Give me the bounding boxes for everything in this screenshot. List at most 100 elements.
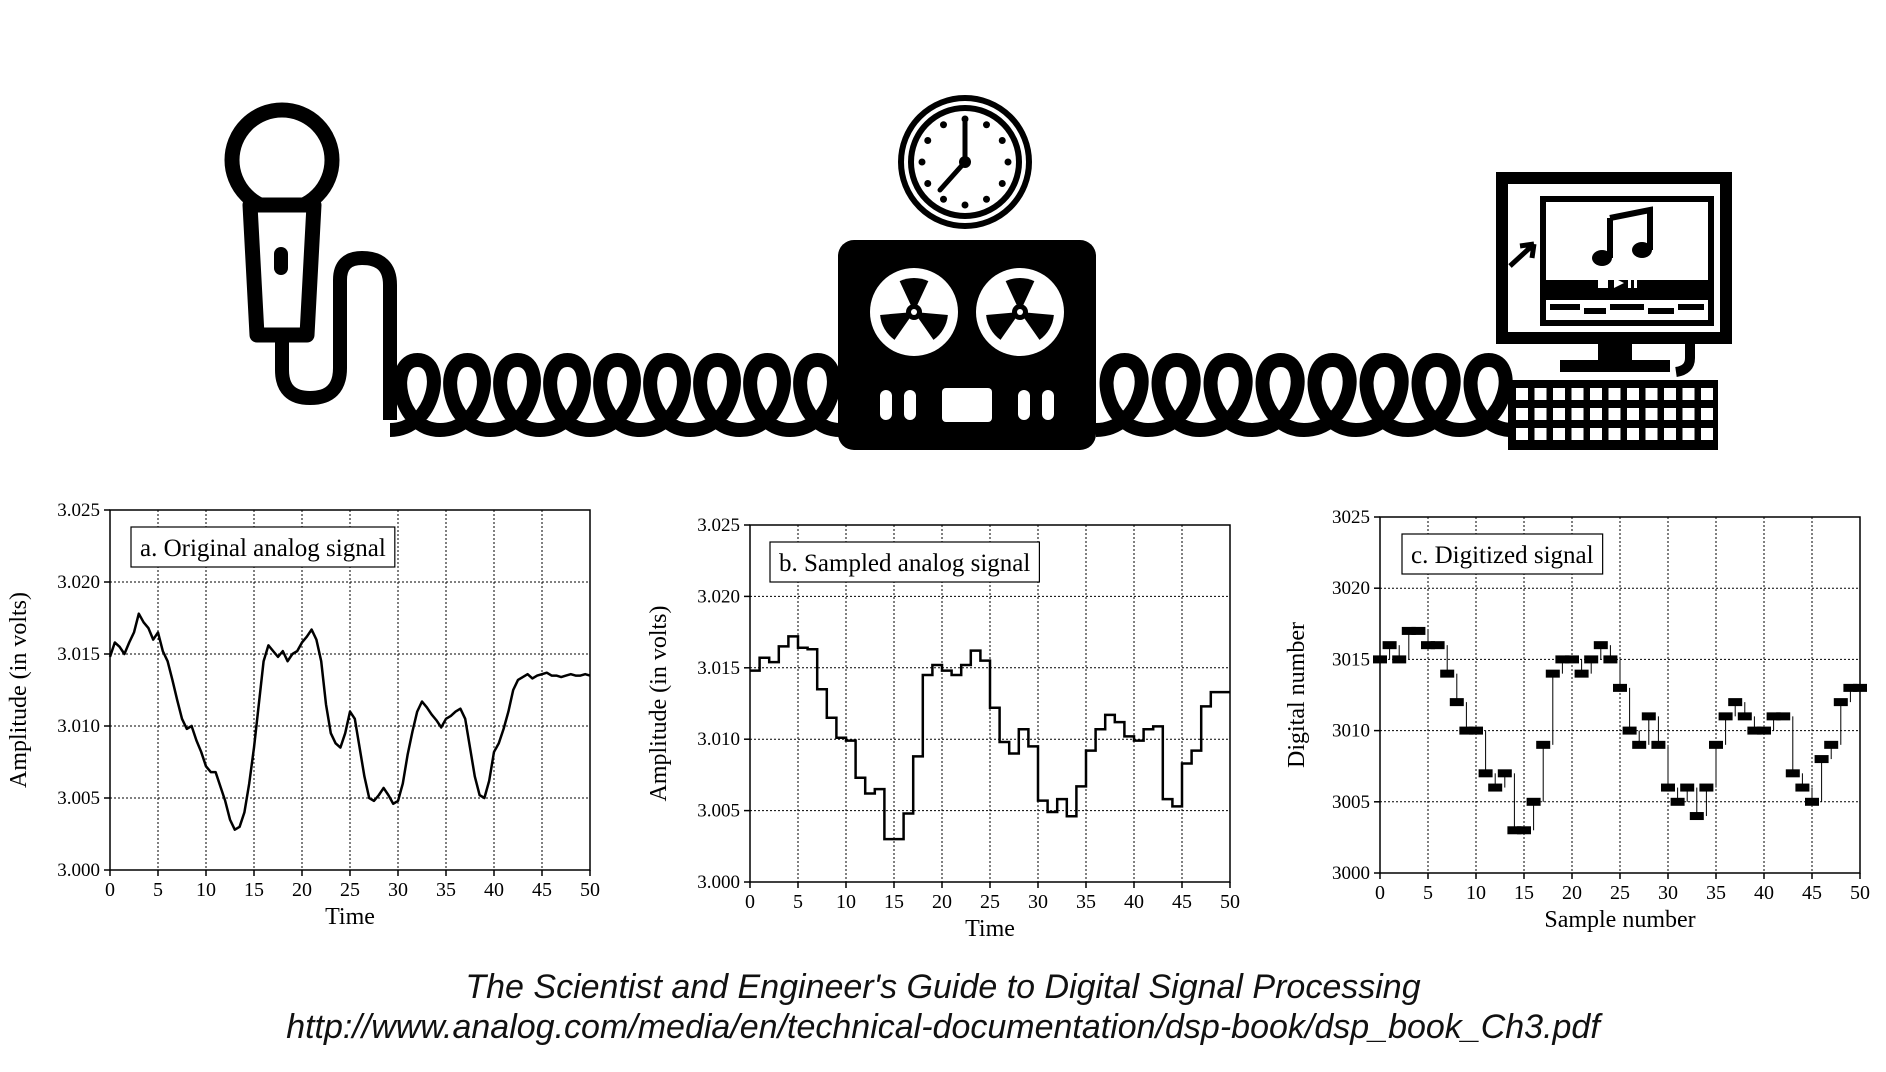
- x-tick-label: 40: [1124, 891, 1144, 913]
- y-tick-label: 3020: [1332, 578, 1370, 599]
- x-tick-label: 20: [1562, 882, 1582, 904]
- chart-title-box: c. Digitized signal: [1401, 533, 1604, 575]
- sample-point: [1728, 698, 1743, 707]
- sample-point: [1555, 655, 1570, 664]
- sample-point: [1469, 726, 1483, 735]
- tape-recorder-icon: [838, 240, 1096, 450]
- sample-point: [1593, 641, 1608, 650]
- y-axis-label: Amplitude (in volts): [646, 606, 672, 802]
- x-tick-label: 30: [388, 879, 408, 901]
- y-tick-label: 3.005: [57, 788, 100, 809]
- x-tick-label: 20: [292, 879, 312, 901]
- y-tick-label: 3.025: [57, 500, 100, 521]
- sample-connectors: [1389, 630, 1851, 831]
- x-tick-label: 45: [532, 879, 552, 901]
- sample-point: [1699, 783, 1714, 792]
- sample-point: [1545, 669, 1560, 678]
- sample-point: [1766, 712, 1781, 721]
- clock-icon: [898, 95, 1032, 229]
- sample-point: [1757, 726, 1771, 735]
- source-url-caption[interactable]: http://www.analog.com/media/en/technical…: [286, 1008, 1600, 1046]
- chart-original-analog-signal: 0 5 10 15 20 25 30 35 40 45 50 3.000 3.005 3.010 3.015…: [6, 500, 600, 930]
- chart-title: c. Digitized signal: [1411, 542, 1594, 569]
- x-tick-label: 40: [1754, 882, 1774, 904]
- sample-point: [1430, 641, 1445, 650]
- cable-coil-right: [1095, 352, 1513, 438]
- sample-point: [1373, 655, 1387, 664]
- x-tick-label: 15: [244, 879, 264, 901]
- y-tick-label: 3000: [1332, 863, 1370, 884]
- sample-point: [1517, 826, 1531, 835]
- y-tick-label: 3.025: [697, 515, 740, 536]
- computer-icon: [1496, 172, 1732, 450]
- sample-point: [1824, 740, 1839, 749]
- sample-point: [1382, 641, 1397, 650]
- sample-point: [1853, 683, 1867, 692]
- x-tick-label: 25: [980, 891, 1000, 913]
- y-tick-label: 3.000: [697, 872, 740, 893]
- y-tick-label: 3.020: [697, 586, 740, 607]
- sample-point: [1488, 783, 1503, 792]
- x-tick-label: 0: [1375, 882, 1385, 904]
- x-tick-label: 10: [836, 891, 856, 913]
- sample-point: [1651, 740, 1666, 749]
- sample-point: [1747, 726, 1762, 735]
- x-tick-label: 50: [1850, 882, 1870, 904]
- x-tick-label: 45: [1802, 882, 1822, 904]
- y-tick-label: 3005: [1332, 792, 1370, 813]
- sample-point: [1613, 683, 1627, 692]
- tape-reel-right: [976, 268, 1064, 356]
- x-tick-label: 35: [1706, 882, 1726, 904]
- sample-point: [1526, 797, 1541, 806]
- y-tick-label: 3.010: [697, 729, 740, 750]
- sample-point: [1795, 783, 1810, 792]
- sample-point: [1833, 698, 1848, 707]
- y-axis-label: Amplitude (in volts): [6, 592, 32, 788]
- x-tick-label: 30: [1028, 891, 1048, 913]
- sample-point: [1622, 726, 1637, 735]
- sample-point: [1440, 669, 1455, 678]
- sample-point: [1680, 783, 1695, 792]
- cable-coil-left: [389, 352, 841, 438]
- y-tick-label: 3.005: [697, 801, 740, 822]
- sample-point: [1689, 812, 1704, 821]
- y-tick-label: 3.020: [57, 572, 100, 593]
- x-tick-label: 10: [196, 879, 216, 901]
- sample-point: [1776, 712, 1791, 721]
- chart-digitized-signal: 0 5 10 15 20 25 30 35 40 45 50 3000 3005 3010 3015 3020…: [1284, 507, 1870, 933]
- y-tick-label: 3015: [1332, 649, 1370, 670]
- y-tick-label: 3.015: [57, 644, 100, 665]
- sample-point: [1459, 726, 1474, 735]
- music-note-icon: [1592, 206, 1653, 266]
- y-axis-label: Digital number: [1284, 622, 1310, 768]
- x-tick-label: 0: [745, 891, 755, 913]
- x-tick-label: 30: [1658, 882, 1678, 904]
- sample-point: [1603, 655, 1618, 664]
- x-tick-label: 50: [580, 879, 600, 901]
- cursor-arrow-icon: [1508, 241, 1537, 268]
- sample-point: [1641, 712, 1656, 721]
- sample-point: [1584, 655, 1599, 664]
- chart-title-box: a. Original analog signal: [130, 526, 396, 568]
- sample-point: [1478, 769, 1493, 778]
- sample-point: [1661, 783, 1675, 792]
- book-title-caption: The Scientist and Engineer's Guide to Di…: [465, 968, 1421, 1006]
- sample-point: [1392, 655, 1407, 664]
- sampled-step-line: [750, 635, 1230, 841]
- sample-point: [1805, 797, 1819, 806]
- y-tick-label: 3025: [1332, 507, 1370, 528]
- x-tick-label: 5: [1423, 882, 1433, 904]
- x-tick-label: 5: [153, 879, 163, 901]
- sample-point: [1574, 669, 1589, 678]
- x-tick-label: 25: [340, 879, 360, 901]
- x-tick-label: 40: [484, 879, 504, 901]
- recording-chain-illustration: [224, 95, 1732, 450]
- sample-point: [1449, 698, 1464, 707]
- x-tick-label: 15: [884, 891, 904, 913]
- microphone-icon: [224, 102, 397, 420]
- sample-point: [1632, 740, 1647, 749]
- y-tick-label: 3.015: [697, 658, 740, 679]
- chart-title: a. Original analog signal: [140, 535, 386, 562]
- y-tick-label: 3010: [1332, 721, 1370, 742]
